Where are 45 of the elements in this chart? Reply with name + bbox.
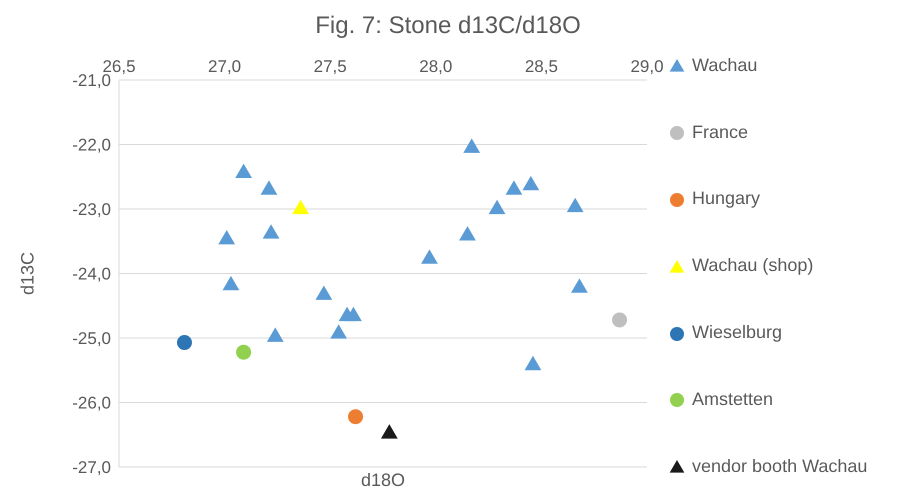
legend-label: Wachau (shop) <box>692 255 814 276</box>
point <box>380 424 398 439</box>
point <box>235 164 252 178</box>
point <box>348 409 364 424</box>
point <box>463 138 480 153</box>
point <box>345 306 362 322</box>
chart-title: Fig. 7: Stone d13C/d18O <box>314 12 582 40</box>
point <box>218 230 236 244</box>
point <box>315 285 332 300</box>
x-tick-label: 27,0 <box>208 57 242 76</box>
point <box>571 278 588 293</box>
y-tick-label: -26,0 <box>72 394 111 413</box>
point <box>488 200 506 214</box>
y-axis-title: d13C <box>17 252 38 296</box>
point <box>522 176 540 190</box>
x-tick-label: 27,5 <box>314 57 347 76</box>
point <box>262 224 280 239</box>
legend-label: Hungary <box>692 188 760 210</box>
y-tick-label: -22,0 <box>72 136 111 155</box>
point <box>330 324 348 339</box>
point <box>421 249 438 264</box>
point <box>506 180 522 195</box>
y-tick-label: -27,0 <box>72 458 111 478</box>
x-tick-label: 28,0 <box>419 57 452 76</box>
point <box>236 344 252 360</box>
point <box>524 356 542 370</box>
y-tick-label: -25,0 <box>72 329 111 348</box>
x-axis-title: d18O <box>360 470 406 491</box>
x-tick-label: 29,0 <box>630 57 664 76</box>
point <box>459 226 476 241</box>
x-tick-label: 28,5 <box>524 57 558 76</box>
legend-label: France <box>692 122 748 143</box>
legend-label: Amstetten <box>692 388 774 410</box>
point <box>612 312 628 328</box>
legend-label: Wachau <box>692 54 758 76</box>
legend-label: vendor booth Wachau <box>692 456 868 477</box>
y-tick-label: -24,0 <box>72 264 111 284</box>
point <box>292 200 310 214</box>
point <box>222 276 240 290</box>
y-tick-label: -23,0 <box>72 200 111 220</box>
point <box>260 180 278 195</box>
point <box>176 335 192 350</box>
legend-label: Wieselburg <box>692 322 782 344</box>
point <box>266 327 284 342</box>
point <box>566 198 584 212</box>
